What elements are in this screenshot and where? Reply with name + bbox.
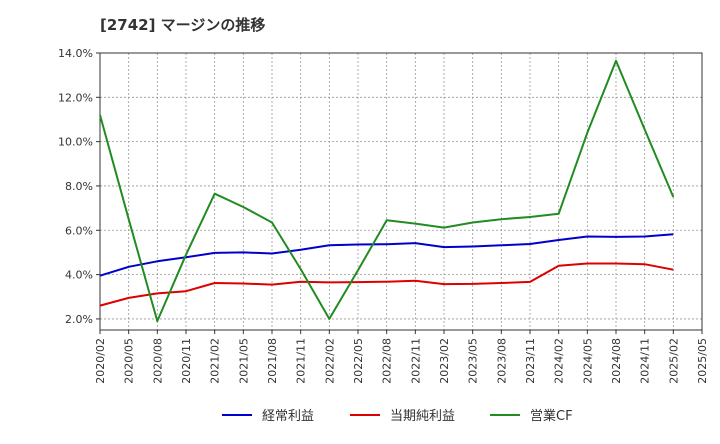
x-tick-label: 2021/05: [237, 338, 250, 384]
y-tick-label: 10.0%: [58, 136, 93, 149]
y-tick-label: 2.0%: [65, 313, 93, 326]
x-tick-label: 2022/08: [381, 338, 394, 384]
x-tick-label: 2020/05: [123, 338, 136, 384]
x-tick-label: 2022/05: [352, 338, 365, 384]
x-tick-label: 2022/11: [409, 338, 422, 384]
x-tick-label: 2023/11: [524, 338, 537, 384]
plot-area: [100, 53, 702, 330]
y-tick-label: 8.0%: [65, 180, 93, 193]
x-tick-label: 2024/08: [610, 338, 623, 384]
x-tick-label: 2025/02: [667, 338, 680, 384]
x-tick-label: 2024/05: [581, 338, 594, 384]
legend-label-0: 経常利益: [262, 409, 314, 424]
x-tick-label: 2020/11: [180, 338, 193, 384]
x-tick-label: 2023/08: [495, 338, 508, 384]
y-tick-label: 4.0%: [65, 269, 93, 282]
plot-border: [99, 52, 703, 331]
x-tick-label: 2021/08: [266, 338, 279, 384]
x-tick-label: 2020/02: [94, 338, 107, 384]
x-tick-label: 2020/08: [151, 338, 164, 384]
y-tick-label: 14.0%: [58, 47, 93, 60]
x-tick-label: 2023/02: [438, 338, 451, 384]
x-tick-label: 2025/05: [696, 338, 709, 384]
series-line-1: [99, 262, 674, 307]
x-tick-label: 2024/11: [639, 338, 652, 384]
x-tick-label: 2021/02: [209, 338, 222, 384]
y-tick-label: 6.0%: [65, 224, 93, 237]
chart-title: [2742] マージンの推移: [100, 16, 266, 34]
x-tick-label: 2022/02: [323, 338, 336, 384]
series-line-2: [99, 59, 675, 323]
legend-label-2: 営業CF: [530, 408, 573, 424]
x-tick-label: 2021/11: [295, 338, 308, 384]
series-line-0: [99, 233, 674, 277]
x-tick-label: 2023/05: [467, 338, 480, 384]
x-tick-label: 2024/02: [553, 338, 566, 384]
legend-label-1: 当期純利益: [390, 409, 455, 424]
y-tick-label: 12.0%: [58, 91, 93, 104]
